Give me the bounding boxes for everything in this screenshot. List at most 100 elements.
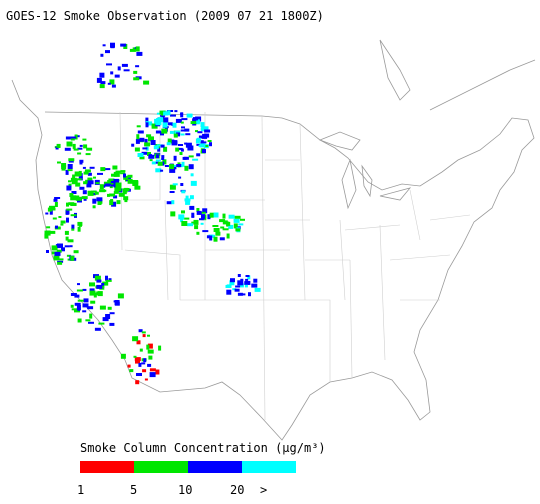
smoke-pixel [185,142,192,148]
smoke-pixel [137,130,144,134]
smoke-pixel [51,245,58,251]
smoke-pixel [54,251,61,256]
smoke-pixel [172,164,177,167]
smoke-pixel [61,165,66,171]
smoke-pixel [57,161,61,164]
smoke-pixel [104,183,111,187]
smoke-pixel [55,225,58,229]
smoke-pixel [148,136,154,142]
smoke-pixel [153,161,159,164]
smoke-pixel [180,217,184,223]
smoke-pixel [95,182,100,185]
smoke-pixel [157,161,163,166]
smoke-pixel [46,250,49,253]
smoke-pixel [151,123,157,127]
smoke-pixel [99,84,105,89]
smoke-pixel [178,147,183,150]
smoke-pixel [245,275,250,277]
smoke-pixel [196,120,201,124]
smoke-pixel [85,319,91,322]
smoke-pixel [65,210,69,215]
smoke-pixel [121,63,128,67]
smoke-pixel [87,177,93,181]
smoke-pixel [45,212,49,215]
smoke-pixel [161,155,165,159]
smoke-pixel [161,161,165,166]
smoke-pixel [58,216,62,218]
smoke-pixel [109,322,115,326]
smoke-pixel [185,133,191,136]
smoke-pixel [74,309,80,313]
smoke-pixel [116,200,121,205]
smoke-pixel [202,149,206,154]
smoke-pixel [122,189,127,195]
smoke-pixel [69,193,74,197]
smoke-pixel [202,133,208,139]
smoke-pixel [228,224,234,229]
smoke-pixel [187,145,194,151]
smoke-pixel [65,169,69,175]
smoke-pixel [188,155,194,158]
smoke-pixel [200,127,207,131]
smoke-pixel [112,165,118,170]
smoke-pixel [196,137,201,142]
smoke-pixel [172,183,178,186]
smoke-pixel [109,186,113,189]
smoke-pixel [202,208,208,214]
smoke-pixel [196,231,200,235]
smoke-pixel [77,147,83,150]
smoke-pixel [181,118,188,121]
smoke-pixel [55,146,59,150]
smoke-pixel [79,159,84,163]
smoke-pixel [169,191,175,193]
smoke-pixel [170,114,176,117]
smoke-pixel [235,285,241,288]
smoke-pixel [136,134,140,140]
smoke-pixel [196,208,200,212]
colorbar-label: 5 [130,483,137,497]
smoke-pixel [94,191,99,195]
smoke-pixel [155,168,162,173]
coastline [11,79,535,441]
smoke-pixel [219,237,225,241]
smoke-pixel [202,230,209,233]
smoke-pixel [100,167,106,172]
smoke-pixel [135,138,140,144]
smoke-pixel [90,300,96,304]
smoke-pixel [113,190,119,194]
smoke-pixel [167,138,172,144]
colorbar-segment [134,461,188,473]
smoke-pixel [185,199,191,205]
smoke-pixel [144,138,148,144]
smoke-pixel [116,187,122,192]
smoke-pixel [162,124,168,128]
smoke-pixel [68,180,71,183]
smoke-pixel [79,144,83,147]
smoke-pixel [66,185,72,191]
smoke-pixel [155,369,160,375]
smoke-pixel [157,144,163,147]
smoke-pixel [59,258,64,261]
smoke-pixel [109,200,114,206]
smoke-pixel [209,235,213,241]
smoke-pixel [99,184,104,190]
smoke-pixel [207,140,212,142]
smoke-pixel [82,190,87,195]
smoke-pixel [200,141,207,144]
smoke-pixel [178,214,185,220]
smoke-pixel [67,164,73,169]
smoke-pixel [109,79,115,85]
smoke-pixel [163,146,168,152]
smoke-pixel [183,217,190,220]
smoke-pixel [244,281,250,285]
smoke-pixel [156,112,160,115]
smoke-pixel [75,196,82,201]
smoke-pixel [139,348,143,352]
smoke-pixel [173,133,178,138]
smoke-pixel [213,236,218,242]
smoke-pixel [111,84,116,88]
smoke-pixel [194,225,199,230]
smoke-pixel [87,306,94,310]
smoke-pixel [158,117,164,123]
smoke-pixel [104,168,111,171]
